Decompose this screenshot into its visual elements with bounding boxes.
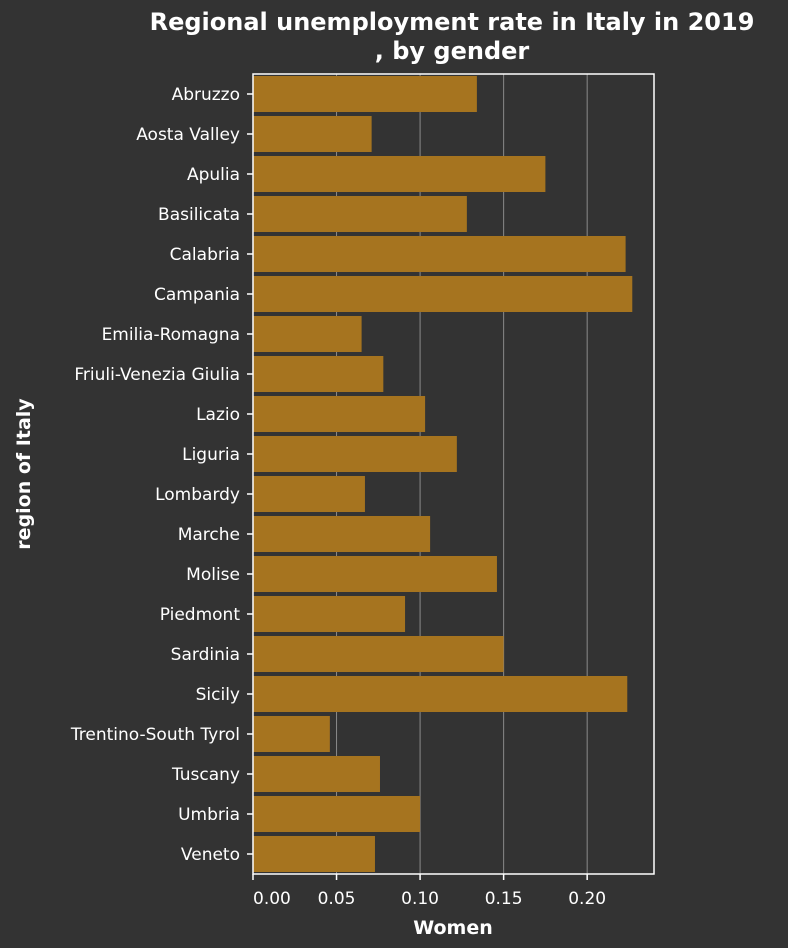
bar-calabria — [253, 236, 626, 272]
x-tick-label: 0.05 — [318, 889, 356, 909]
y-tick-label: Marche — [178, 525, 240, 545]
bar-aosta-valley — [253, 116, 372, 152]
bar-abruzzo — [253, 76, 477, 112]
x-tick-label: 0.15 — [485, 889, 523, 909]
y-tick-label: Apulia — [187, 165, 240, 185]
x-tick-label: 0.00 — [253, 889, 291, 909]
x-tick-label: 0.10 — [401, 889, 439, 909]
y-tick-label: Abruzzo — [172, 85, 240, 105]
bar-veneto — [253, 836, 375, 872]
x-tick-label: 0.20 — [568, 889, 606, 909]
y-tick-label: Calabria — [170, 245, 240, 265]
y-axis-title: region of Italy — [13, 398, 35, 550]
bars — [253, 76, 633, 872]
plot-frame — [252, 73, 655, 875]
chart-title-line-1: Regional unemployment rate in Italy in 2… — [150, 8, 755, 36]
bar-trentino-south-tyrol — [253, 716, 330, 752]
y-tick-label: Veneto — [181, 845, 240, 865]
y-tick-label: Sicily — [196, 685, 240, 705]
y-tick-label: Lombardy — [155, 485, 240, 505]
bar-marche — [253, 516, 431, 552]
chart-title-line-2: , by gender — [375, 37, 530, 65]
y-tick-label: Sardinia — [171, 645, 240, 665]
y-tick-label: Molise — [186, 565, 240, 585]
bar-friuli-venezia-giulia — [253, 356, 384, 392]
y-tick-label: Piedmont — [160, 605, 241, 625]
y-tick-label: Friuli-Venezia Giulia — [74, 365, 240, 385]
y-tick-label: Liguria — [182, 445, 240, 465]
y-tick-label: Basilicata — [158, 205, 240, 225]
bar-liguria — [253, 436, 457, 472]
bar-piedmont — [253, 596, 406, 632]
y-tick-label: Umbria — [178, 805, 240, 825]
x-axis-title: Women — [413, 917, 493, 939]
x-axis-ticks: 0.00 0.05 0.10 0.15 0.20 — [252, 874, 606, 909]
bar-molise — [253, 556, 497, 592]
bar-campania — [253, 276, 633, 312]
y-axis-ticks: Abruzzo Aosta Valley Apulia Basilicata Calab… — [70, 85, 253, 865]
bar-emilia-romagna — [253, 316, 362, 352]
bar-sicily — [253, 676, 628, 712]
y-tick-label: Tuscany — [171, 765, 240, 785]
bar-basilicata — [253, 196, 467, 232]
bar-tuscany — [253, 756, 380, 792]
bar-apulia — [253, 156, 546, 192]
y-tick-label: Aosta Valley — [136, 125, 240, 145]
bar-sardinia — [253, 636, 504, 672]
bar-lombardy — [253, 476, 365, 512]
y-tick-label: Trentino-South Tyrol — [70, 725, 240, 745]
y-tick-label: Campania — [154, 285, 240, 305]
bar-umbria — [253, 796, 421, 832]
y-tick-label: Emilia-Romagna — [102, 325, 240, 345]
y-tick-label: Lazio — [196, 405, 240, 425]
bar-lazio — [253, 396, 426, 432]
